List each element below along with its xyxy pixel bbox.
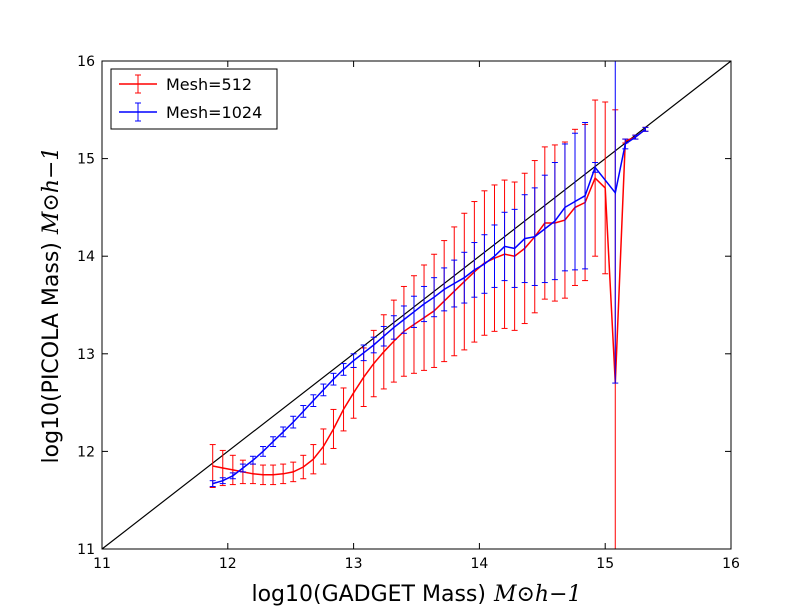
legend-box [110,68,278,130]
legend-label: Mesh=512 [166,75,252,94]
legend-key [119,102,157,122]
y-tick-label: 12 [77,444,95,460]
series-mesh-512 [209,99,649,549]
x-tick-label: 12 [219,556,237,572]
legend: Mesh=512 Mesh=1024 [110,68,278,130]
reference-line [101,60,732,550]
x-tick-label: 14 [470,556,488,572]
series-line [212,128,646,485]
y-tick-label: 14 [77,249,95,265]
x-axis-unit: M⊙h−1 [493,582,582,607]
x-tick-label: 16 [722,556,740,572]
y-axis-unit: M⊙h−1 [39,147,64,236]
x-tick-label: 15 [596,556,614,572]
x-tick-label: 11 [93,556,111,572]
y-tick-label: 13 [77,347,95,363]
y-tick-label: 16 [77,54,95,70]
x-tick-label: 13 [345,556,363,572]
y-axis-label: log10(PICOLA Mass) [39,242,64,463]
y-tick-label: 15 [77,152,95,168]
x-axis-title: log10(GADGET Mass) M⊙h−1 [251,582,581,607]
y-tick-label: 11 [77,542,95,558]
x-axis-label: log10(GADGET Mass) [251,582,486,607]
series-line [212,128,646,476]
plot-frame [101,60,732,550]
y-axis-title: log10(PICOLA Mass) M⊙h−1 [39,147,64,464]
legend-label: Mesh=1024 [166,103,262,122]
series-mesh-1024 [209,61,649,488]
legend-key [119,74,157,94]
